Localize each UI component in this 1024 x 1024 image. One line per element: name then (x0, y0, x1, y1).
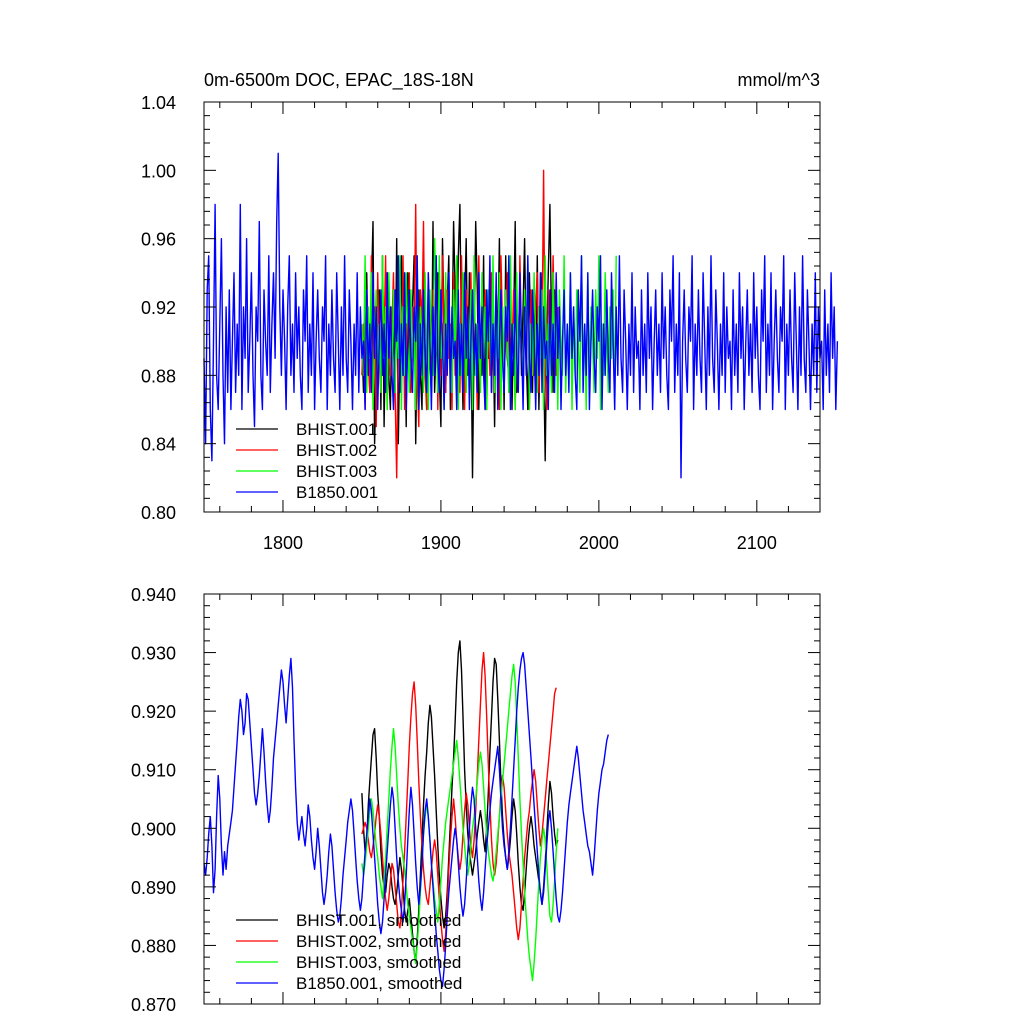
legend-label: BHIST.002 (296, 441, 377, 460)
panel-top: 0m-6500m DOC, EPAC_18S-18N mmol/m^3 1800… (141, 70, 839, 553)
series-line-3 (203, 651, 609, 988)
y-tick-label: 0.940 (131, 585, 176, 605)
y-tick-label: 0.84 (141, 435, 176, 455)
legend-item: B1850.001 (236, 483, 378, 502)
legend-label: BHIST.001 (296, 420, 377, 439)
legend-label: B1850.001, smoothed (296, 974, 462, 993)
y-tick-label: 0.920 (131, 702, 176, 722)
legend-item: BHIST.003 (236, 462, 377, 481)
legend-item: BHIST.002 (236, 441, 377, 460)
y-tick-label: 0.96 (141, 230, 176, 250)
y-tick-label: 0.92 (141, 298, 176, 318)
legend-label: BHIST.003 (296, 462, 377, 481)
legend-item: BHIST.003, smoothed (236, 953, 461, 972)
panel-bottom: 0.870 0.880 0.890 0.900 0.910 0.920 0.930 0.940… (131, 585, 821, 1015)
y-tick-label: 0.910 (131, 761, 176, 781)
y-tick-label: 0.880 (131, 936, 176, 956)
y-tick-label: 0.900 (131, 819, 176, 839)
legend-top: BHIST.001 BHIST.002 BHIST.003 B1850.001 (236, 420, 378, 502)
units-label: mmol/m^3 (738, 70, 820, 90)
y-tick-label: 0.88 (141, 366, 176, 386)
y-tick-label: 0.930 (131, 644, 176, 664)
chart-title: 0m-6500m DOC, EPAC_18S-18N (204, 70, 474, 91)
legend-label: BHIST.003, smoothed (296, 953, 461, 972)
series-line-0 (361, 640, 559, 964)
y-tick-label: 1.00 (141, 161, 176, 181)
legend-item: BHIST.001 (236, 420, 377, 439)
y-tick-label: 0.80 (141, 503, 176, 523)
series-line-3 (203, 152, 839, 479)
plot-area-bottom: 0.870 0.880 0.890 0.900 0.910 0.920 0.930 0.940 (131, 585, 821, 1015)
legend-item: B1850.001, smoothed (236, 974, 462, 993)
legend-item: BHIST.002, smoothed (236, 932, 461, 951)
series-line-2 (361, 663, 559, 982)
plot-area-top: 1800 1900 2000 2100 0.80 0.84 0.88 0.92 0.96 1.0… (141, 93, 839, 553)
x-tick-label: 2000 (579, 533, 619, 553)
plot-frame-bottom (203, 593, 821, 1005)
y-tick-label: 0.870 (131, 995, 176, 1015)
y-tick-label: 1.04 (141, 93, 176, 113)
x-tick-label: 1800 (263, 533, 303, 553)
legend-bottom: BHIST.001, smoothed BHIST.002, smoothed … (236, 911, 462, 993)
x-tick-label: 1900 (421, 533, 461, 553)
legend-label: B1850.001 (296, 483, 378, 502)
legend-item: BHIST.001, smoothed (236, 911, 461, 930)
y-tick-label: 0.890 (131, 878, 176, 898)
x-tick-label: 2100 (737, 533, 777, 553)
legend-label: BHIST.002, smoothed (296, 932, 461, 951)
legend-label: BHIST.001, smoothed (296, 911, 461, 930)
